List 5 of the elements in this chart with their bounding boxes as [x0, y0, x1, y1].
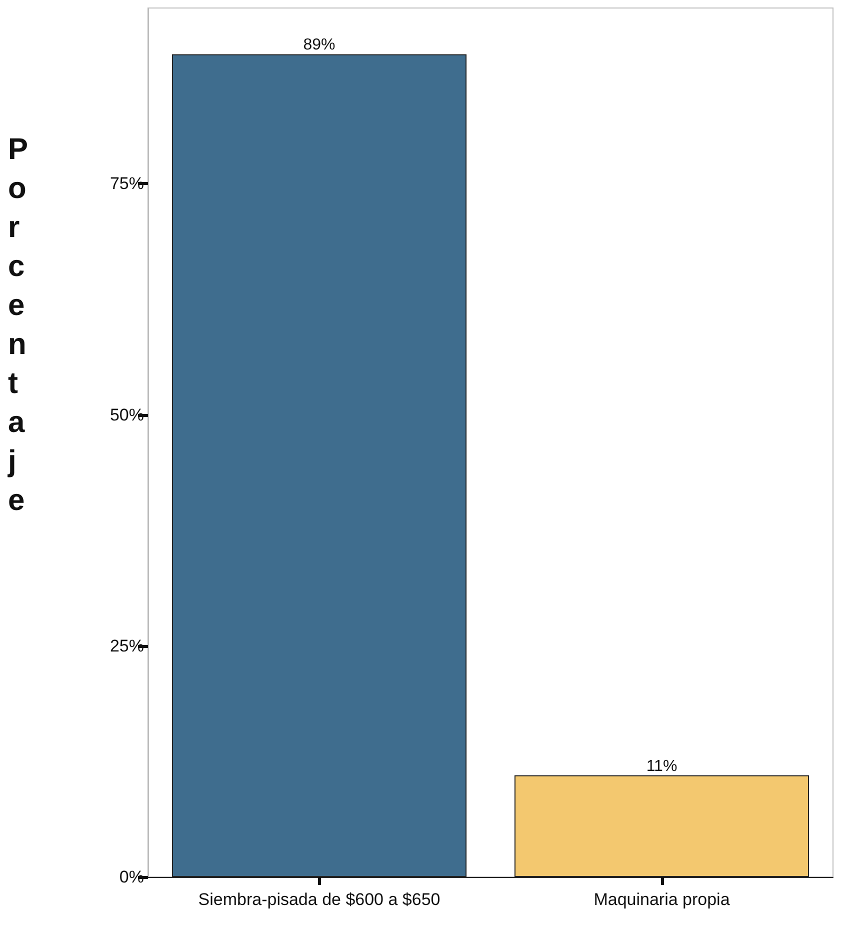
data-label: 11%	[646, 758, 678, 775]
x-tick-label: Siembra-pisada de $600 a $650	[198, 890, 440, 909]
data-label: 89%	[303, 36, 336, 54]
x-tick-label: Maquinaria propia	[594, 890, 730, 909]
text: Porcentaje	[8, 133, 28, 517]
